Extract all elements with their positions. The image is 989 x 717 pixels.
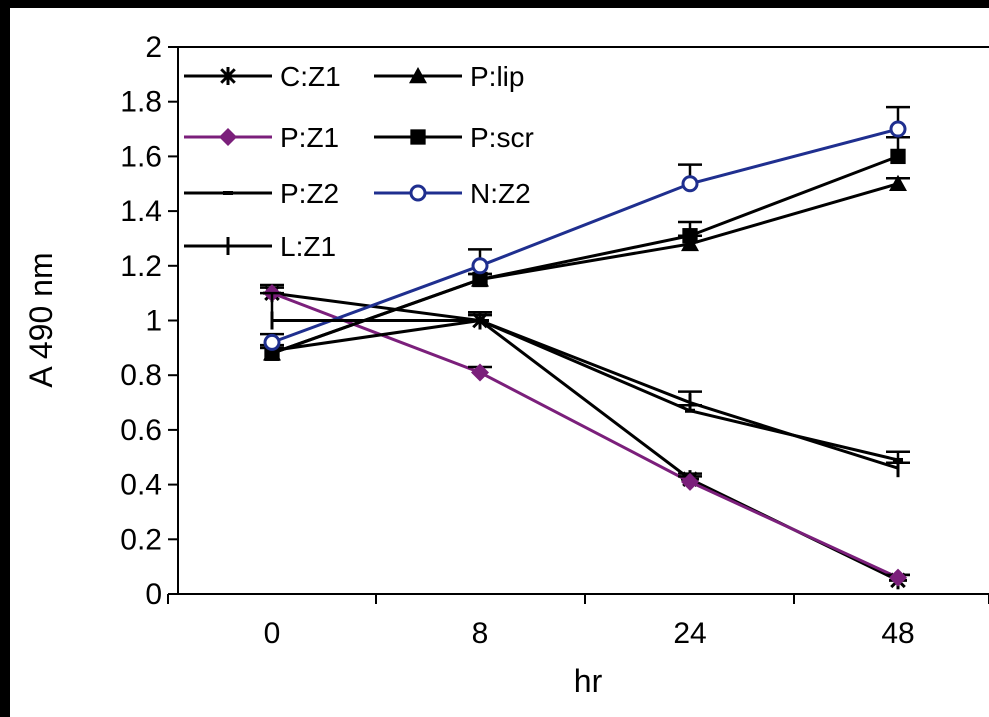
legend: C:Z1 P:lip P:Z1 P:scr P:Z2 N:Z2 L:Z1: [184, 61, 534, 262]
data-point: [471, 363, 489, 382]
x-tick-label: 48: [881, 617, 914, 650]
series-p-lip: [260, 174, 910, 361]
legend-entry: C:Z1: [184, 61, 341, 92]
legend-entry: P:Z2: [184, 178, 339, 209]
legend-marker: [409, 67, 427, 84]
legend-entry: P:lip: [374, 61, 524, 92]
legend-label: N:Z2: [470, 178, 531, 209]
axes: 0 0.2 0.4 0.6 0.8 1 1.2 1.4 1.6 1.8 2 0 8 24 48: [120, 31, 989, 650]
legend-marker: [219, 67, 237, 85]
series-line: [271, 291, 899, 579]
x-tick-label: 0: [264, 617, 281, 650]
data-point: [889, 120, 907, 138]
data-point: [890, 148, 906, 165]
data-point: [889, 568, 907, 587]
legend-entry: P:Z1: [184, 122, 339, 153]
y-tick-label: 1.6: [120, 140, 162, 173]
series-line: [272, 319, 899, 470]
data-point: [889, 174, 907, 191]
chart-area: [10, 8, 989, 717]
y-tick-label: 0.2: [120, 523, 162, 556]
data-point: [263, 333, 281, 351]
series-p-z1: [260, 284, 910, 587]
series-line: [271, 127, 899, 344]
y-tick-label: 0.4: [120, 469, 162, 502]
legend-entry: N:Z2: [374, 178, 531, 209]
legend-marker: [223, 191, 233, 195]
y-tick-label: 0.6: [120, 414, 162, 447]
y-tick-label: 1: [145, 305, 162, 338]
y-tick-label: 1.8: [120, 86, 162, 119]
y-tick-label: 0: [145, 578, 162, 611]
legend-label: P:scr: [470, 122, 534, 153]
x-tick-label: 8: [472, 617, 489, 650]
series-c-z1: [260, 283, 910, 590]
series-n-z2: [260, 105, 910, 351]
series-line: [271, 154, 899, 355]
legend-marker: [410, 129, 426, 145]
y-axis-title: A 490 nm: [23, 252, 59, 387]
legend-marker: [219, 128, 237, 146]
legend-entry: P:scr: [374, 122, 534, 153]
legend-label: L:Z1: [280, 231, 336, 262]
series-l-z1: [260, 291, 910, 478]
y-tick-label: 2: [145, 31, 162, 64]
y-tick-label: 1.2: [120, 250, 162, 283]
legend-label: P:Z2: [280, 178, 339, 209]
y-tick-label: 0.8: [120, 359, 162, 392]
legend-label: P:lip: [470, 61, 524, 92]
legend-entry: L:Z1: [184, 231, 336, 262]
legend-label: C:Z1: [280, 61, 341, 92]
data-point: [472, 271, 488, 288]
data-point: [682, 228, 698, 244]
data-point: [681, 472, 699, 491]
series-p-scr: [260, 136, 910, 361]
legend-marker: [409, 184, 427, 202]
x-tick-label: 24: [673, 617, 706, 650]
legend-label: P:Z1: [280, 122, 339, 153]
data-point: [471, 257, 489, 275]
x-axis-title: hr: [574, 663, 603, 699]
data-point: [681, 175, 699, 193]
series-layer: [260, 105, 910, 590]
y-tick-label: 1.4: [120, 195, 162, 228]
